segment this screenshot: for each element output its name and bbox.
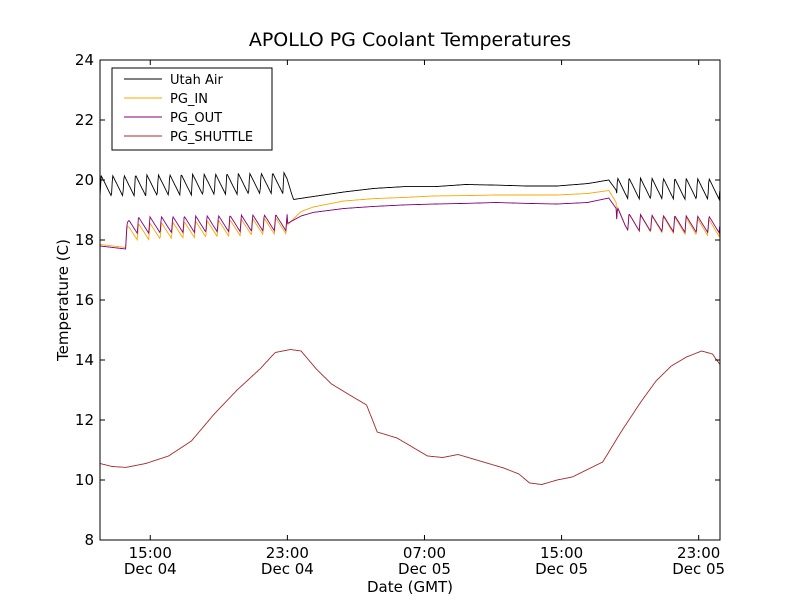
plot-frame: [99, 59, 721, 541]
y-tick-label-8: 8: [84, 531, 94, 549]
legend: Utah Air PG_IN PG_OUT PG_SHUTTLE: [111, 67, 273, 151]
y-tick-label-10: 10: [75, 471, 94, 489]
x-tick-date-1: Dec 04: [261, 560, 314, 578]
legend-label-utah-air: Utah Air: [170, 73, 223, 88]
legend-label-pg-in: PG_IN: [170, 92, 208, 107]
y-tick-label-22: 22: [75, 111, 94, 129]
y-tick-label-20: 20: [75, 171, 94, 189]
x-tick-time-4: 23:00: [677, 544, 720, 562]
x-tick-date-2: Dec 05: [398, 560, 451, 578]
series-line-pg-shuttle: [99, 349, 721, 485]
series-line-pg-out: [99, 197, 721, 250]
x-tick-date-4: Dec 05: [672, 560, 725, 578]
x-tick-time-0: 15:00: [129, 544, 172, 562]
y-tick-label-18: 18: [75, 231, 94, 249]
x-tick-date-0: Dec 04: [124, 560, 177, 578]
y-tick-label-12: 12: [75, 411, 94, 429]
chart-title: APOLLO PG Coolant Temperatures: [249, 29, 571, 51]
y-tick-label-24: 24: [75, 51, 94, 69]
x-axis-label: Date (GMT): [367, 578, 453, 596]
y-tick-label-14: 14: [75, 351, 94, 369]
y-tick-label-16: 16: [75, 291, 94, 309]
series-layer: [99, 171, 721, 485]
x-tick-time-3: 15:00: [540, 544, 583, 562]
x-tick-time-2: 07:00: [403, 544, 446, 562]
series-line-utah-air: [99, 171, 721, 201]
x-tick-date-3: Dec 05: [535, 560, 588, 578]
y-axis-label: Temperature (C): [54, 239, 72, 362]
legend-label-pg-out: PG_OUT: [170, 111, 222, 126]
legend-label-pg-shuttle: PG_SHUTTLE: [170, 130, 253, 145]
x-tick-time-1: 23:00: [266, 544, 309, 562]
